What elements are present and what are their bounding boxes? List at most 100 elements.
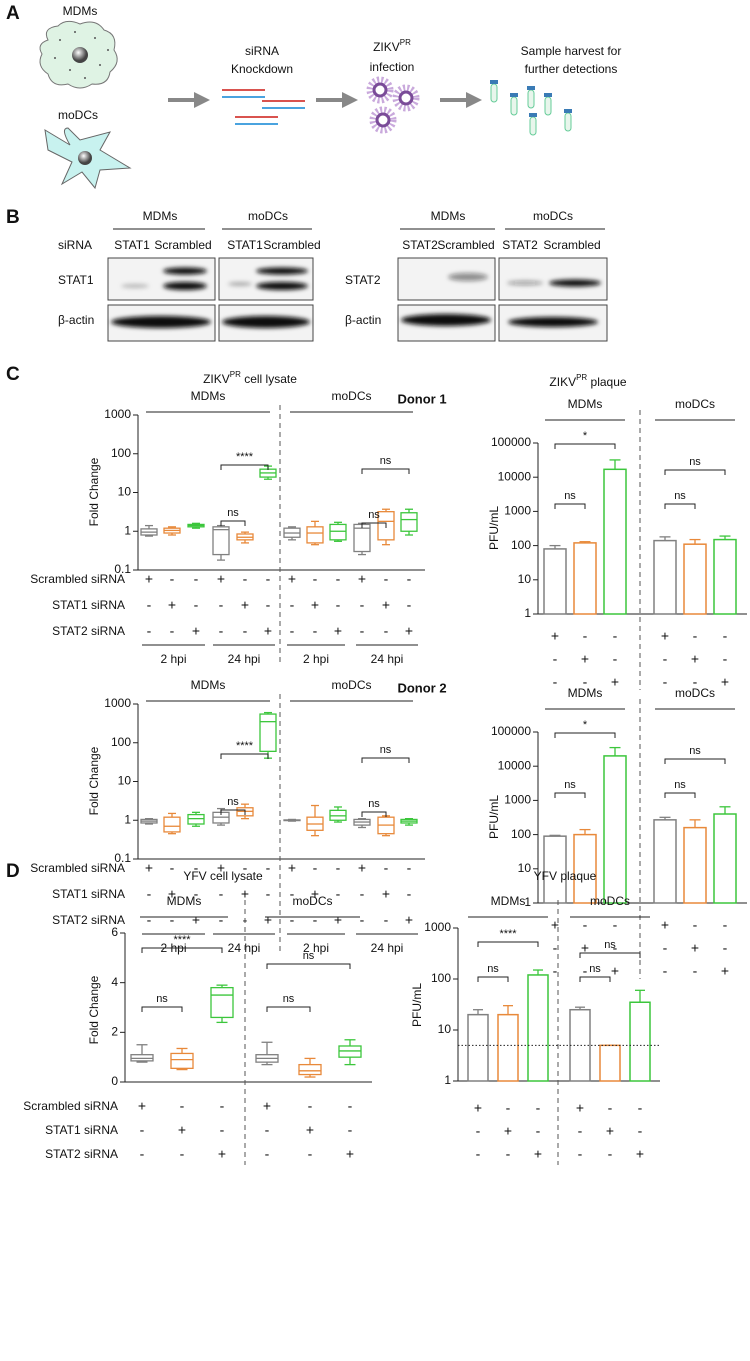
significance-bracket xyxy=(554,443,616,449)
condition-sign: + xyxy=(311,597,319,613)
tube-caps xyxy=(490,80,572,117)
condition-sign: + xyxy=(611,963,619,979)
y-tick-label: 1 xyxy=(124,812,131,826)
condition-label: Scrambled siRNA xyxy=(23,1099,118,1113)
y-tick-label: 1 xyxy=(124,523,131,537)
condition-sign: + xyxy=(334,623,342,639)
condition-sign: + xyxy=(504,1123,512,1139)
condition-sign: - xyxy=(313,860,318,876)
significance-bracket xyxy=(554,732,616,738)
condition-sign: - xyxy=(583,674,588,690)
y-tick-label: 100000 xyxy=(491,435,531,449)
condition-sign: + xyxy=(192,912,200,928)
significance-bracket xyxy=(266,963,351,969)
group-label: moDCs xyxy=(675,686,715,700)
group-label: moDCs xyxy=(533,209,573,223)
condition-sign: - xyxy=(553,940,558,956)
box xyxy=(170,1052,194,1069)
chart-title: YFV cell lysate xyxy=(183,869,263,883)
condition-sign: - xyxy=(147,623,152,639)
bar xyxy=(713,538,737,615)
chart-title: YFV plaque xyxy=(534,869,597,883)
condition-sign: - xyxy=(170,623,175,639)
box xyxy=(329,523,347,541)
condition-sign: - xyxy=(384,860,389,876)
significance-bracket xyxy=(220,753,269,759)
significance-bracket xyxy=(554,792,586,798)
title-part: ZIKV xyxy=(203,372,230,386)
condition-sign: + xyxy=(263,1098,271,1114)
condition-sign: - xyxy=(407,886,412,902)
significance-label: **** xyxy=(499,928,517,940)
lane-label: Scrambled xyxy=(543,238,600,252)
significance-label: ns xyxy=(564,779,576,791)
y-tick-label: 100 xyxy=(111,735,131,749)
bar xyxy=(629,1001,651,1082)
condition-sign: + xyxy=(241,886,249,902)
condition-sign: - xyxy=(147,886,152,902)
condition-sign: - xyxy=(170,912,175,928)
significance-label: **** xyxy=(236,740,254,752)
condition-sign: - xyxy=(506,1100,511,1116)
condition-sign: + xyxy=(288,860,296,876)
condition-sign: - xyxy=(313,912,318,928)
condition-sign: - xyxy=(553,651,558,667)
strain: PR xyxy=(400,38,411,47)
condition-sign: + xyxy=(721,674,729,690)
y-axis-label: Fold Change xyxy=(87,746,101,815)
blot-frames xyxy=(107,257,608,342)
condition-sign: - xyxy=(723,628,728,644)
condition-sign: + xyxy=(611,674,619,690)
y-tick-label: 100 xyxy=(111,446,131,460)
box xyxy=(400,512,418,532)
lane-label: STAT2 xyxy=(402,238,438,252)
y-tick-label: 1000 xyxy=(104,696,131,710)
y-tick-label: 10 xyxy=(118,774,132,788)
bar xyxy=(467,1013,489,1082)
condition-sign: - xyxy=(407,571,412,587)
significance-bracket xyxy=(477,976,509,982)
condition-sign: + xyxy=(241,597,249,613)
lane-label: STAT2 xyxy=(502,238,538,252)
significance-label: **** xyxy=(236,451,254,463)
panel-label: D xyxy=(6,861,20,882)
condition-sign: - xyxy=(476,1123,481,1139)
y-tick-label: 10 xyxy=(438,1022,452,1036)
condition-sign: - xyxy=(384,623,389,639)
significance-bracket xyxy=(220,464,269,470)
condition-sign: - xyxy=(219,623,224,639)
condition-sign: - xyxy=(290,886,295,902)
bar xyxy=(569,1008,591,1082)
cell-label: moDCs xyxy=(58,108,98,122)
bar xyxy=(603,468,627,615)
condition-sign: + xyxy=(661,917,669,933)
condition-sign: + xyxy=(474,1100,482,1116)
sirna-duplexes xyxy=(222,89,305,125)
y-axis-label: PFU/mL xyxy=(487,795,501,839)
significance-label: ns xyxy=(689,456,701,468)
blot-bands xyxy=(111,267,601,328)
significance-label: ns xyxy=(227,507,239,519)
significance-bracket xyxy=(361,522,387,528)
condition-sign: - xyxy=(583,628,588,644)
condition-sign: - xyxy=(308,1146,313,1162)
y-tick-label: 10 xyxy=(118,485,132,499)
group-label: MDMs xyxy=(568,397,603,411)
condition-sign: - xyxy=(220,1122,225,1138)
condition-sign: - xyxy=(348,1098,353,1114)
condition-sign: - xyxy=(536,1123,541,1139)
condition-sign: + xyxy=(581,651,589,667)
condition-sign: - xyxy=(140,1146,145,1162)
group-label: MDMs xyxy=(431,209,466,223)
y-tick-label: 100000 xyxy=(491,724,531,738)
condition-sign: + xyxy=(405,912,413,928)
condition-sign: - xyxy=(265,1122,270,1138)
box xyxy=(259,713,277,752)
condition-sign: - xyxy=(663,651,668,667)
condition-sign: + xyxy=(551,917,559,933)
condition-sign: + xyxy=(691,940,699,956)
bar xyxy=(603,755,627,904)
group-label: moDCs xyxy=(331,678,371,692)
significance-label: ns xyxy=(487,963,499,975)
nucleus xyxy=(72,47,88,63)
